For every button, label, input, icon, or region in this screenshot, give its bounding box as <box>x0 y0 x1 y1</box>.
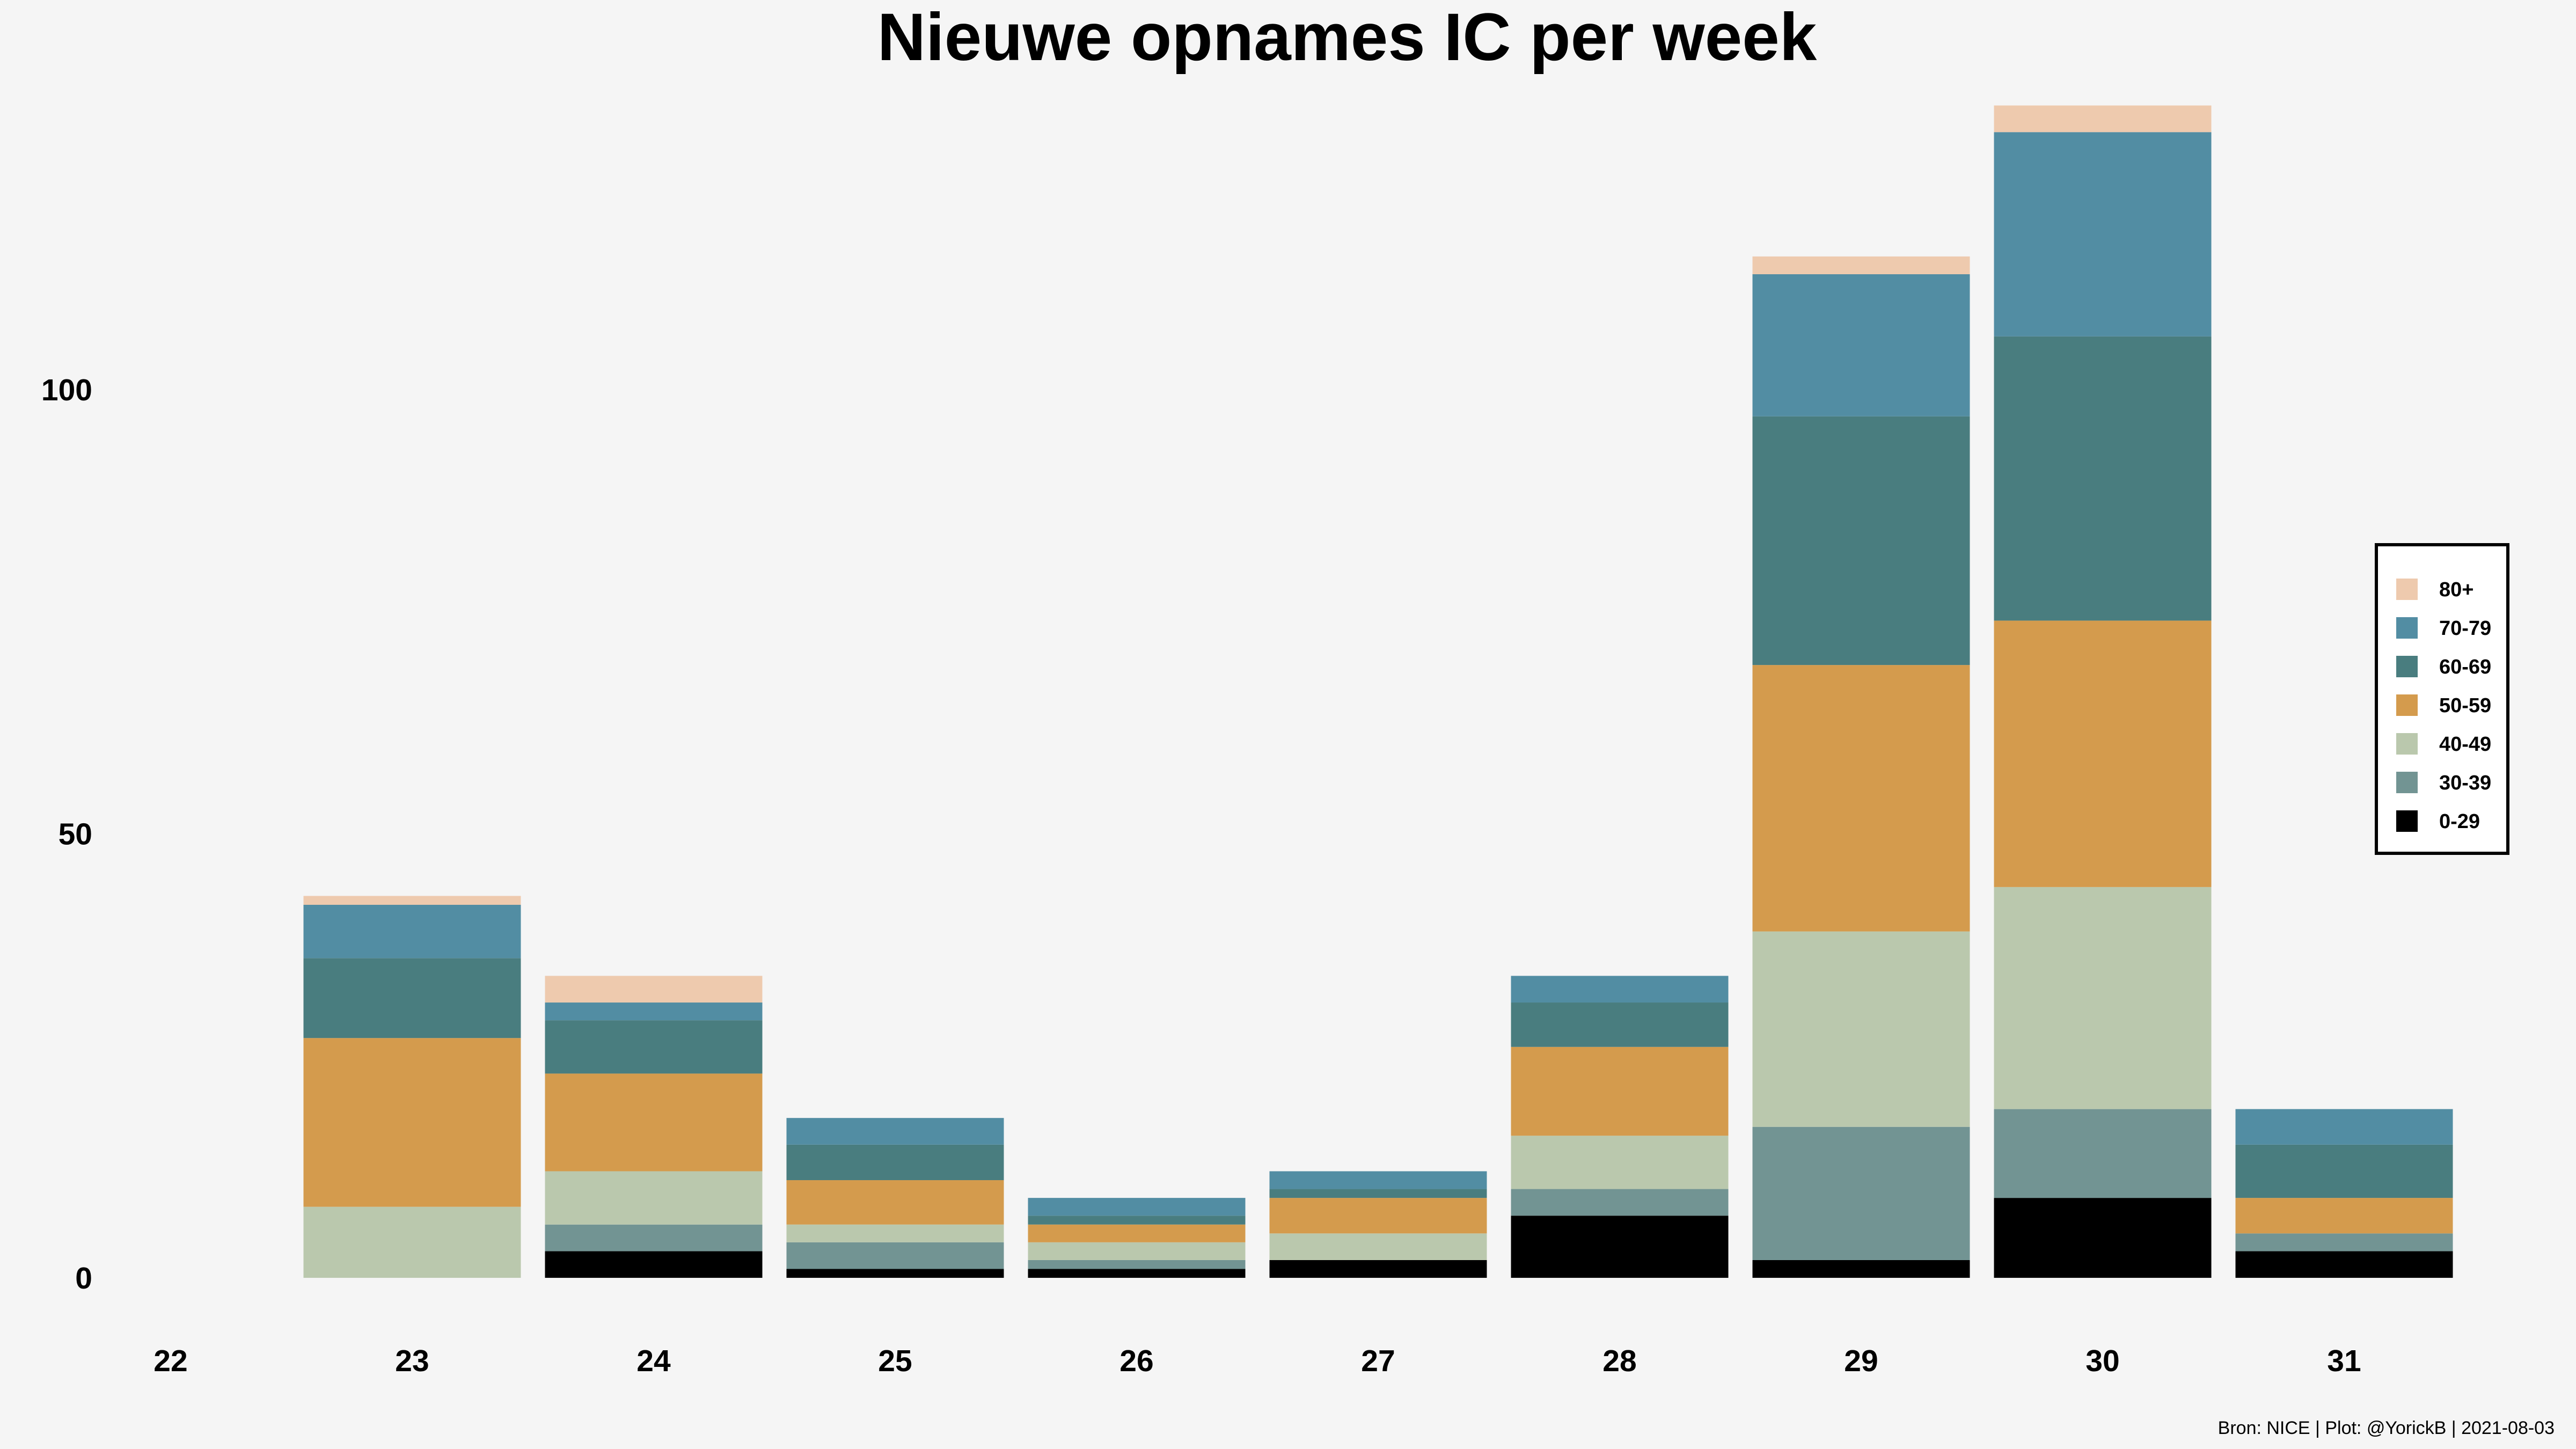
bar-segment <box>545 976 763 1003</box>
x-axis: 22 23 24 25 26 27 28 29 30 31 <box>153 1344 2361 1378</box>
legend-label: 40-49 <box>2439 733 2491 756</box>
bar-segment <box>1269 1260 1487 1278</box>
x-tick-label: 22 <box>153 1344 187 1378</box>
bar-segment <box>1028 1224 1246 1242</box>
bar-segment <box>303 958 521 1038</box>
bar-segment <box>1994 620 2212 887</box>
x-tick-label: 27 <box>1361 1344 1395 1378</box>
bar-segment <box>1752 256 1970 274</box>
bar-segment <box>545 1251 763 1278</box>
bar-segment <box>1511 976 1729 1003</box>
bar-segment <box>786 1118 1004 1145</box>
bar-segment <box>1028 1260 1246 1269</box>
bar-stacks <box>303 105 2453 1278</box>
bar-segment <box>1028 1216 1246 1225</box>
legend-swatch <box>2396 579 2418 600</box>
bar-segment <box>545 1224 763 1252</box>
bar-segment <box>786 1242 1004 1269</box>
x-tick-label: 29 <box>1844 1344 1878 1378</box>
bar-segment <box>1511 1002 1729 1047</box>
x-tick-label: 26 <box>1119 1344 1153 1378</box>
bar-segment <box>2235 1144 2453 1198</box>
bar-segment <box>1028 1198 1246 1216</box>
x-tick-label: 23 <box>395 1344 429 1378</box>
bar-segment <box>786 1144 1004 1181</box>
bar-segment <box>1511 1136 1729 1189</box>
bar-segment <box>1028 1269 1246 1278</box>
bar-segment <box>1752 665 1970 932</box>
bar-segment <box>1994 1198 2212 1278</box>
bar-segment <box>1752 931 1970 1127</box>
y-tick-label: 50 <box>58 817 92 852</box>
bar-segment <box>1028 1242 1246 1260</box>
legend-label: 0-29 <box>2439 810 2480 833</box>
bar-segment <box>1752 416 1970 665</box>
legend-label: 60-69 <box>2439 656 2491 678</box>
bar-segment <box>1752 1126 1970 1260</box>
x-tick-label: 30 <box>2085 1344 2119 1378</box>
bar-segment <box>1269 1233 1487 1260</box>
legend-label: 30-39 <box>2439 772 2491 794</box>
legend-label: 50-59 <box>2439 694 2491 717</box>
chart-title: Nieuwe opnames IC per week <box>877 0 1817 75</box>
bar-segment <box>1269 1198 1487 1234</box>
bar-segment <box>303 1206 521 1278</box>
bar-segment <box>1511 1189 1729 1216</box>
legend-label: 70-79 <box>2439 617 2491 640</box>
bar-segment <box>2235 1198 2453 1234</box>
bar-segment <box>1269 1171 1487 1189</box>
chart-caption: Bron: NICE | Plot: @YorickB | 2021-08-03 <box>2218 1418 2555 1438</box>
legend-label: 80+ <box>2439 579 2473 601</box>
bar-segment <box>1994 336 2212 621</box>
legend-swatch <box>2396 772 2418 793</box>
legend-swatch <box>2396 733 2418 755</box>
bar-segment <box>786 1224 1004 1242</box>
y-tick-label: 100 <box>41 373 92 407</box>
bar-segment <box>1752 274 1970 416</box>
bar-segment <box>2235 1233 2453 1252</box>
bar-segment <box>1752 1260 1970 1278</box>
legend: 80+ 70-79 60-69 50-59 40-49 30-39 0-29 <box>2375 543 2509 855</box>
legend-swatch <box>2396 656 2418 677</box>
bar-segment <box>545 1073 763 1172</box>
bar-segment <box>2235 1109 2453 1145</box>
bar-segment <box>1994 132 2212 336</box>
bar-segment <box>1994 105 2212 133</box>
bar-segment <box>1511 1046 1729 1136</box>
bar-segment <box>545 1171 763 1225</box>
bar-segment <box>1994 1109 2212 1198</box>
x-tick-label: 24 <box>636 1344 671 1378</box>
bar-segment <box>1269 1189 1487 1198</box>
bar-segment <box>786 1180 1004 1225</box>
bar-segment <box>1511 1216 1729 1278</box>
legend-swatch <box>2396 810 2418 832</box>
bar-segment <box>545 1002 763 1021</box>
y-axis: 0 50 100 <box>41 373 92 1296</box>
bar-segment <box>786 1269 1004 1278</box>
bar-segment <box>1994 887 2212 1109</box>
bar-segment <box>303 1038 521 1207</box>
y-tick-label: 0 <box>75 1261 92 1296</box>
x-tick-label: 28 <box>1602 1344 1636 1378</box>
x-tick-label: 31 <box>2327 1344 2361 1378</box>
legend-swatch <box>2396 694 2418 716</box>
bar-segment <box>545 1020 763 1074</box>
bar-segment <box>303 904 521 958</box>
bar-segment <box>303 896 521 905</box>
legend-swatch <box>2396 617 2418 639</box>
x-tick-label: 25 <box>878 1344 912 1378</box>
bar-segment <box>2235 1251 2453 1278</box>
